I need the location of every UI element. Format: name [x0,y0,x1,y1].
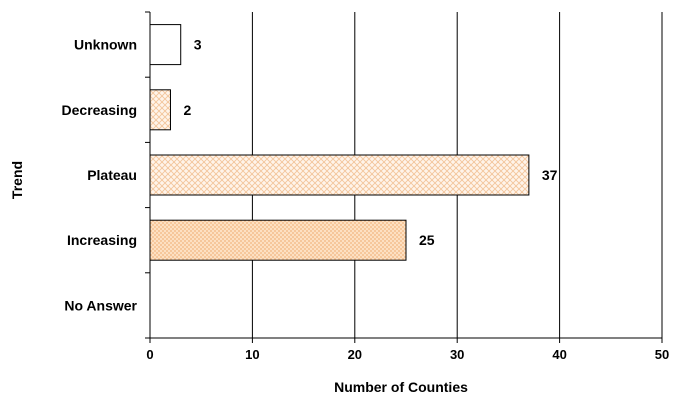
x-tick-label: 30 [450,347,464,362]
x-tick-label: 50 [655,347,669,362]
category-label: No Answer [64,297,137,313]
category-label: Decreasing [62,102,137,118]
data-label: 2 [183,102,191,118]
data-label: 37 [542,167,558,183]
category-label: Plateau [87,167,137,183]
x-tick-label: 0 [146,347,153,362]
y-axis-title: Trend [9,161,25,199]
bars [149,24,530,261]
x-tick-label: 10 [245,347,259,362]
x-tick-label: 40 [552,347,566,362]
axes [145,11,663,343]
category-label: Unknown [74,37,137,53]
labels: 0 10 20 30 40 50 Unknown 3 Decreasing 2 Plateau 37 I… [62,37,670,362]
data-label: 25 [419,232,435,248]
x-tick-label: 20 [348,347,362,362]
bar [149,154,530,196]
data-label: 3 [194,37,202,53]
category-label: Increasing [67,232,137,248]
bar [149,89,171,131]
bar [149,24,182,66]
bar [149,219,407,261]
x-axis-title: Number of Counties [334,379,468,395]
